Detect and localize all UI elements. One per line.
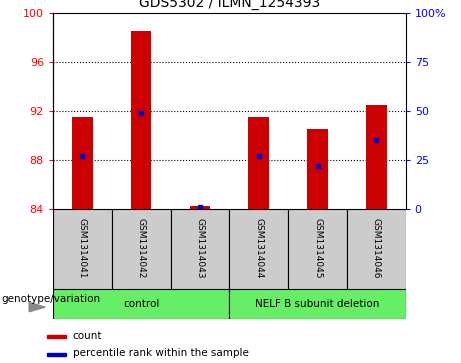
Text: NELF B subunit deletion: NELF B subunit deletion	[255, 299, 380, 309]
Bar	[53, 209, 112, 289]
Bar	[131, 31, 152, 209]
Text: GSM1314041: GSM1314041	[78, 219, 87, 279]
Text: GSM1314046: GSM1314046	[372, 219, 381, 279]
Text: control: control	[123, 299, 160, 309]
Text: percentile rank within the sample: percentile rank within the sample	[73, 348, 248, 358]
Bar	[248, 117, 269, 209]
Text: count: count	[73, 331, 102, 341]
Bar	[47, 335, 65, 338]
Bar	[366, 105, 387, 209]
Polygon shape	[29, 302, 45, 312]
Bar	[307, 129, 328, 209]
Bar	[53, 289, 230, 319]
Bar	[189, 206, 210, 209]
Bar	[47, 353, 65, 356]
Bar	[72, 117, 93, 209]
Text: genotype/variation: genotype/variation	[1, 294, 100, 305]
Text: GSM1314044: GSM1314044	[254, 219, 263, 279]
Text: GSM1314042: GSM1314042	[136, 219, 146, 279]
Bar	[229, 289, 406, 319]
Bar	[288, 209, 347, 289]
Text: GSM1314043: GSM1314043	[195, 219, 205, 279]
Bar	[347, 209, 406, 289]
Title: GDS5302 / ILMN_1254393: GDS5302 / ILMN_1254393	[139, 0, 320, 10]
Bar	[171, 209, 230, 289]
Bar	[112, 209, 171, 289]
Text: GSM1314045: GSM1314045	[313, 219, 322, 279]
Bar	[229, 209, 288, 289]
